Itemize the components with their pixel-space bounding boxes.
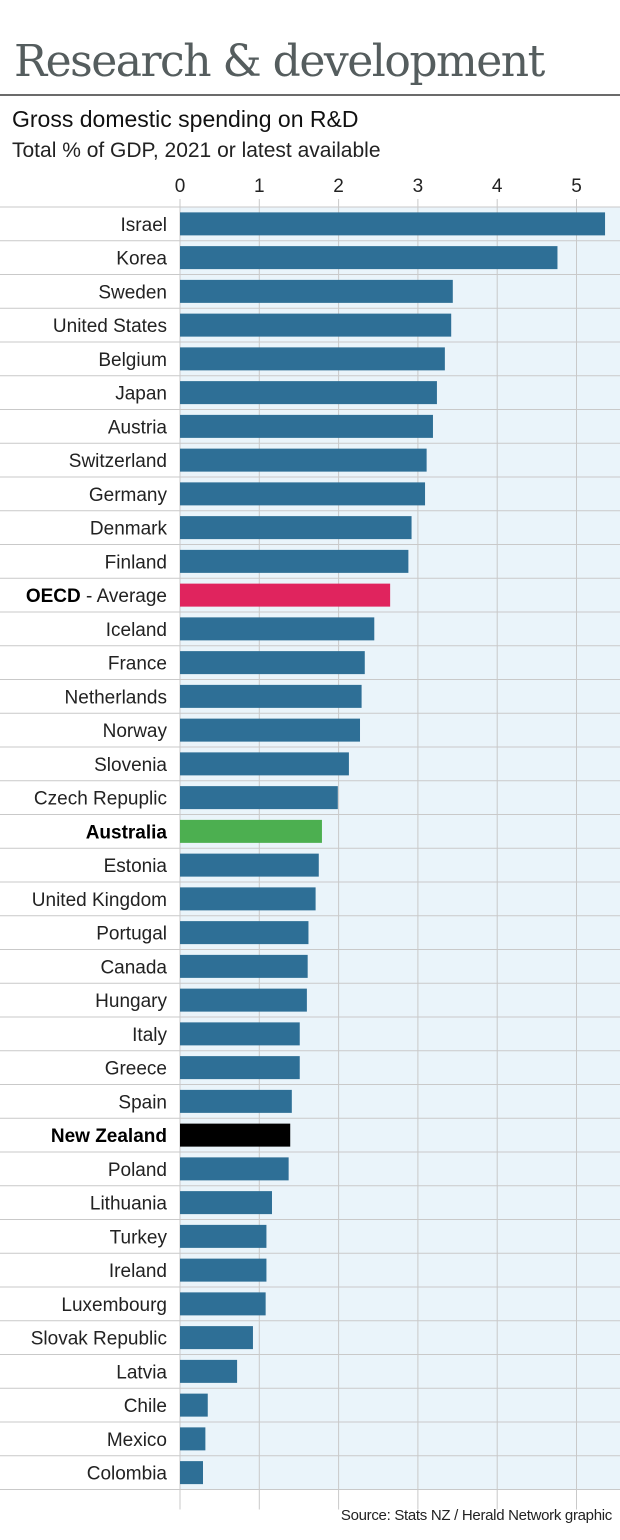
category-label: Spain — [118, 1092, 167, 1113]
category-labels: Israel Korea Sweden United States Belgium Jap… — [26, 215, 168, 1485]
category-label: France — [108, 654, 167, 675]
bar-denmark — [180, 516, 412, 540]
x-tick-label: 5 — [571, 176, 582, 197]
bar-spain — [180, 1089, 292, 1113]
category-label: Korea — [116, 249, 167, 270]
category-label: Slovak Republic — [31, 1329, 167, 1350]
bar-austria — [180, 414, 433, 438]
chart-subtitle: Total % of GDP, 2021 or latest available — [12, 139, 381, 162]
bar-netherlands — [180, 684, 362, 708]
headline: Research & development — [14, 36, 545, 87]
category-label: Iceland — [106, 620, 167, 641]
bar-united-kingdom — [180, 887, 316, 911]
x-tick-label: 3 — [413, 176, 424, 197]
bar-norway — [180, 718, 361, 742]
category-label: Switzerland — [69, 451, 167, 472]
bar-finland — [180, 549, 409, 573]
bar-canada — [180, 954, 308, 978]
bar-belgium — [180, 347, 445, 371]
bar-france — [180, 651, 365, 675]
bar-mexico — [180, 1427, 206, 1451]
bar-australia — [180, 819, 322, 843]
bar-chile — [180, 1393, 208, 1417]
bar-hungary — [180, 988, 307, 1012]
headline-rule — [0, 94, 620, 96]
category-label: Austria — [108, 417, 168, 438]
x-tick-label: 4 — [492, 176, 503, 197]
category-label: United States — [53, 316, 167, 337]
category-label: Ireland — [109, 1261, 167, 1282]
category-label: Japan — [115, 384, 167, 405]
category-label: Lithuania — [90, 1194, 168, 1215]
bar-germany — [180, 482, 426, 506]
category-label: Hungary — [95, 991, 167, 1012]
x-tick-label: 2 — [333, 176, 344, 197]
category-label: Canada — [100, 957, 167, 978]
chart-title: Gross domestic spending on R&D — [12, 106, 359, 132]
category-label: Belgium — [98, 350, 167, 371]
category-label: United Kingdom — [32, 890, 167, 911]
category-label: OECD - Average — [26, 586, 167, 607]
bar-slovak-republic — [180, 1326, 253, 1350]
bar-new-zealand — [180, 1123, 291, 1147]
bar-switzerland — [180, 448, 427, 472]
bar-poland — [180, 1157, 289, 1181]
bar-sweden — [180, 279, 453, 303]
bar-italy — [180, 1022, 300, 1046]
bar-japan — [180, 381, 437, 405]
bar-greece — [180, 1056, 300, 1080]
category-label: New Zealand — [51, 1126, 167, 1147]
category-label: Turkey — [110, 1227, 168, 1248]
category-label: Chile — [124, 1396, 167, 1417]
bar-estonia — [180, 853, 319, 877]
category-label: Italy — [132, 1025, 167, 1046]
bar-turkey — [180, 1224, 267, 1248]
x-axis-ticks: 0 1 2 3 4 5 — [175, 176, 582, 197]
category-label: Latvia — [116, 1362, 167, 1383]
category-label: Portugal — [96, 924, 167, 945]
category-label: Australia — [86, 822, 168, 843]
bar-oecd — [180, 583, 391, 607]
category-label: Denmark — [90, 519, 168, 540]
category-label: Sweden — [98, 282, 167, 303]
bar-israel — [180, 212, 606, 236]
bar-iceland — [180, 617, 375, 641]
x-tick-label: 1 — [254, 176, 265, 197]
category-label: Germany — [89, 485, 168, 506]
bar-latvia — [180, 1359, 238, 1383]
bar-korea — [180, 246, 558, 270]
x-tick-label: 0 — [175, 176, 186, 197]
category-label: Israel — [121, 215, 167, 236]
category-label: Slovenia — [94, 755, 167, 776]
category-label: Netherlands — [65, 687, 167, 708]
bar-lithuania — [180, 1191, 272, 1215]
bar-colombia — [180, 1461, 203, 1485]
category-label: Colombia — [87, 1464, 168, 1485]
category-label: Estonia — [104, 856, 168, 877]
category-label: Czech Repuplic — [34, 789, 167, 810]
bar-luxembourg — [180, 1292, 266, 1316]
bar-czech-repuplic — [180, 786, 338, 810]
category-label: Greece — [105, 1059, 167, 1080]
source-credit: Source: Stats NZ / Herald Network graphi… — [340, 1507, 612, 1524]
bar-slovenia — [180, 752, 349, 776]
category-label: Mexico — [107, 1430, 167, 1451]
category-label: Luxembourg — [61, 1295, 167, 1316]
bar-portugal — [180, 921, 309, 945]
bars — [180, 212, 606, 1485]
category-label: Norway — [103, 721, 168, 742]
category-label: Poland — [108, 1160, 167, 1181]
bar-ireland — [180, 1258, 267, 1282]
bar-united-states — [180, 313, 452, 337]
category-label: Finland — [105, 552, 167, 573]
